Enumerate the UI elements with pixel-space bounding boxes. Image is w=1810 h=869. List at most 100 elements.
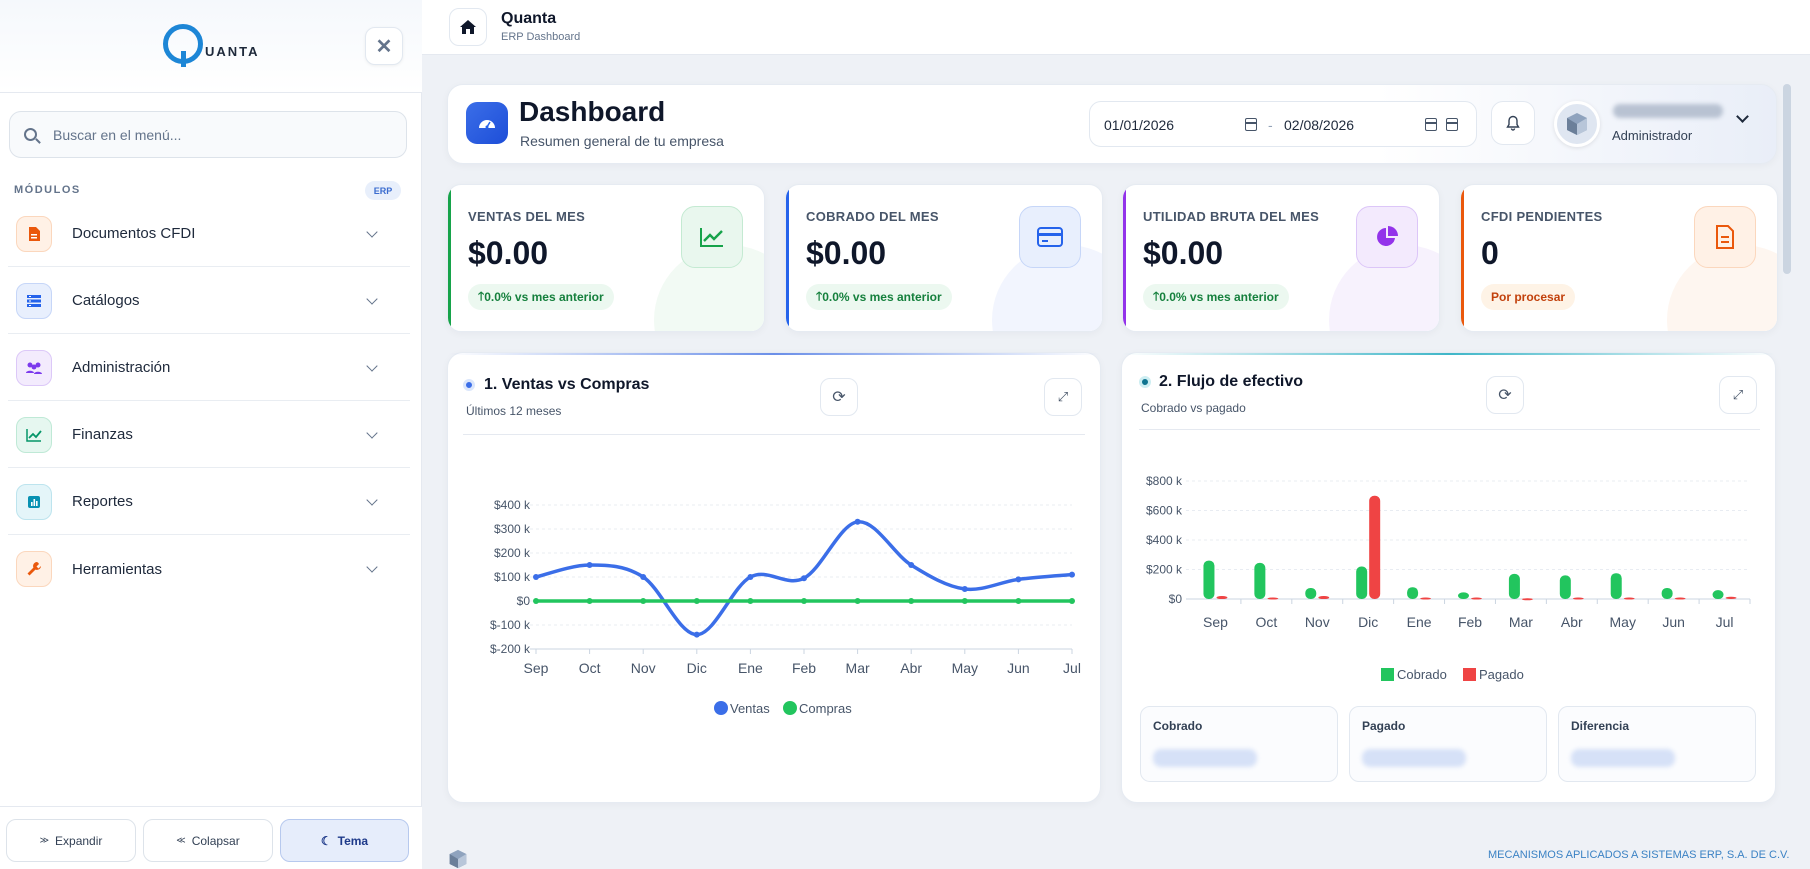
bar-cobrado	[1559, 575, 1571, 599]
y-tick-label: $-200 k	[490, 642, 531, 656]
chevron-down-icon	[366, 225, 378, 238]
collapse-button[interactable]: ≪ Colapsar	[143, 819, 273, 862]
x-tick-label: Dic	[687, 660, 707, 676]
collapse-label: Colapsar	[191, 833, 240, 848]
expand-chart-button[interactable]: ⤢	[1719, 376, 1757, 414]
sidebar-item-label: Documentos CFDI	[72, 225, 196, 242]
x-tick-label: Feb	[792, 660, 816, 676]
stat-value-blurred	[1362, 749, 1466, 767]
expand-button[interactable]: ≫ Expandir	[6, 819, 136, 862]
quanta-logo: UANTA	[163, 24, 260, 67]
sidebar-item-reportes[interactable]: Reportes	[8, 469, 410, 535]
date-range-picker[interactable]: 01/01/2026 - 02/08/2026	[1089, 101, 1477, 147]
y-tick-label: $0	[517, 594, 531, 608]
home-button[interactable]	[449, 8, 487, 46]
kpi-card-utilidad: UTILIDAD BRUTA DEL MES $0.00 🡑 0.0% vs me…	[1122, 184, 1440, 332]
data-point	[533, 574, 539, 580]
kpi-card-cfdi: CFDI PENDIENTES 0 Por procesar	[1460, 184, 1778, 332]
users-icon	[16, 349, 52, 386]
kpi-label: UTILIDAD BRUTA DEL MES	[1143, 209, 1320, 224]
sidebar-item-documentos-cfdi[interactable]: Documentos CFDI	[8, 201, 410, 267]
chevron-down-icon[interactable]	[1736, 110, 1749, 123]
double-chevron-down-icon: ≫	[39, 835, 50, 845]
x-tick-label: May	[1610, 614, 1636, 630]
legend-label: Cobrado	[1397, 667, 1447, 682]
bar-cobrado	[1203, 560, 1215, 599]
sidebar-item-herramientas[interactable]: Herramientas	[8, 536, 410, 602]
sidebar: UANTA ✕ MÓDULOS ERP Documentos CFDI Catá…	[0, 0, 422, 869]
refresh-button[interactable]: ⟳	[1486, 376, 1524, 414]
y-tick-label: $800 k	[1146, 474, 1183, 488]
x-tick-label: Jul	[1063, 660, 1081, 676]
sidebar-item-administracion[interactable]: Administración	[8, 335, 410, 401]
kpi-accent-bar	[1461, 185, 1464, 331]
kpi-label: CFDI PENDIENTES	[1481, 209, 1603, 224]
close-sidebar-button[interactable]: ✕	[365, 27, 403, 65]
x-tick-label: Abr	[1561, 614, 1583, 630]
stat-label: Diferencia	[1571, 719, 1630, 733]
data-point	[908, 598, 915, 604]
kpi-trend-badge: 🡑 0.0% vs mes anterior	[1143, 284, 1289, 310]
notifications-button[interactable]	[1491, 101, 1535, 145]
bar-cobrado	[1712, 590, 1724, 599]
kpi-status-badge: Por procesar	[1481, 284, 1576, 310]
calendar-icon[interactable]	[1245, 118, 1257, 131]
stat-label: Cobrado	[1153, 719, 1203, 733]
erp-badge: ERP	[365, 181, 401, 200]
data-point	[693, 598, 700, 604]
sidebar-footer: ≫ Expandir ≪ Colapsar ☾ Tema	[0, 806, 422, 869]
user-name-blurred	[1613, 104, 1723, 118]
sidebar-item-label: Catálogos	[72, 292, 140, 309]
page-title: Dashboard	[519, 96, 666, 127]
cube-logo-icon	[1567, 113, 1587, 135]
calendar-icon[interactable]	[1425, 118, 1437, 131]
avatar[interactable]	[1554, 101, 1600, 147]
card-title: 1. Ventas vs Compras	[484, 376, 650, 393]
date-from[interactable]: 01/01/2026	[1104, 117, 1175, 133]
sidebar-item-finanzas[interactable]: Finanzas	[8, 402, 410, 468]
legend-label: Pagado	[1479, 667, 1524, 682]
calendar-icon[interactable]	[1446, 118, 1458, 131]
double-chevron-up-icon: ≪	[176, 835, 186, 845]
theme-button[interactable]: ☾ Tema	[280, 819, 409, 862]
section-label: MÓDULOS	[14, 184, 81, 196]
bar-pagado	[1623, 597, 1635, 600]
bar-cobrado	[1458, 592, 1469, 599]
list-icon	[16, 282, 52, 319]
chevron-down-icon	[366, 426, 378, 439]
refresh-icon: ⟳	[832, 389, 846, 406]
sidebar-item-label: Administración	[72, 359, 171, 376]
bar-cobrado	[1407, 587, 1419, 599]
data-point	[961, 586, 968, 592]
card-subtitle: Cobrado vs pagado	[1141, 401, 1246, 415]
search-icon	[24, 128, 37, 141]
menu-search[interactable]	[9, 111, 407, 158]
kpi-accent-bar	[448, 185, 451, 331]
user-role: Administrador	[1612, 128, 1693, 143]
scrollbar[interactable]	[1783, 84, 1791, 274]
moon-icon: ☾	[320, 833, 332, 848]
kpi-value: 0	[1481, 235, 1499, 271]
search-input[interactable]	[53, 126, 383, 143]
x-tick-label: Jun	[1662, 614, 1685, 630]
refresh-button[interactable]: ⟳	[820, 378, 858, 416]
stat-value-blurred	[1153, 749, 1257, 767]
legend-label: Ventas	[730, 701, 770, 716]
legend-marker	[714, 701, 728, 715]
data-point	[1015, 576, 1022, 583]
y-tick-label: $-100 k	[490, 618, 531, 632]
theme-label: Tema	[337, 833, 369, 848]
sidebar-item-catalogos[interactable]: Catálogos	[8, 268, 410, 334]
bar-pagado	[1318, 596, 1330, 599]
x-tick-label: Sep	[524, 660, 549, 676]
data-point	[801, 575, 807, 582]
stat-pagado: Pagado	[1349, 706, 1547, 782]
expand-icon: ⤢	[1732, 387, 1744, 402]
date-to[interactable]: 02/08/2026	[1284, 117, 1355, 133]
chart-card-ventas-compras: 1. Ventas vs Compras Últimos 12 meses ⟳ …	[447, 352, 1101, 803]
kpi-status-text: Por procesar	[1491, 290, 1566, 304]
kpi-trend-text: 0.0% vs mes anterior	[484, 290, 604, 304]
expand-chart-button[interactable]: ⤢	[1044, 378, 1082, 416]
x-tick-label: Dic	[1358, 614, 1378, 630]
x-tick-label: Oct	[579, 660, 601, 676]
